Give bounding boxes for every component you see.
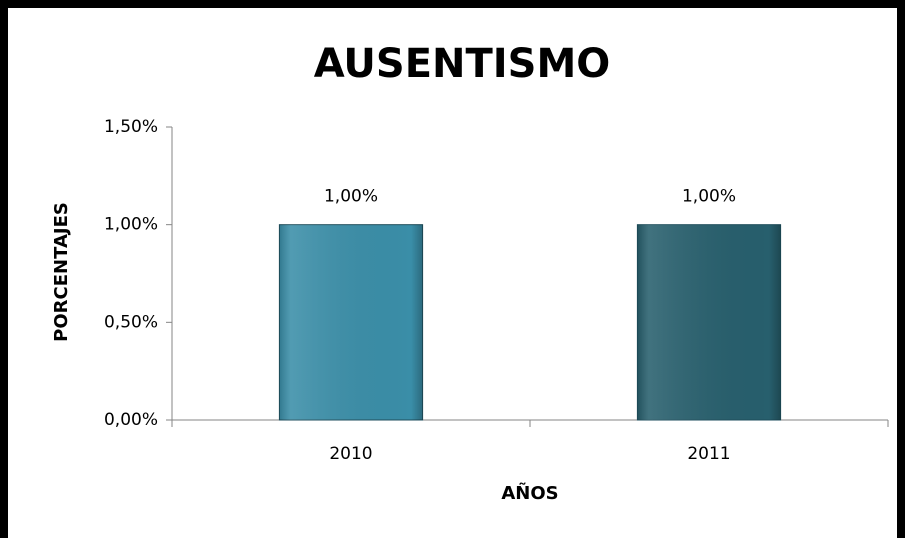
bar-shade: [637, 224, 781, 420]
y-axis-label: PORCENTAJES: [51, 202, 72, 342]
bar-shade: [279, 224, 423, 420]
y-tick-label: 1,50%: [104, 117, 158, 137]
value-label: 1,00%: [324, 187, 378, 207]
x-tick-label: 2011: [687, 444, 730, 464]
x-tick-label: 2010: [329, 444, 372, 464]
x-axis-label: AÑOS: [501, 481, 558, 504]
chart-title: AUSENTISMO: [314, 41, 611, 87]
y-tick-label: 0,50%: [104, 312, 158, 332]
y-tick-label: 1,00%: [104, 215, 158, 235]
value-label: 1,00%: [682, 187, 736, 207]
y-tick-label: 0,00%: [104, 410, 158, 430]
